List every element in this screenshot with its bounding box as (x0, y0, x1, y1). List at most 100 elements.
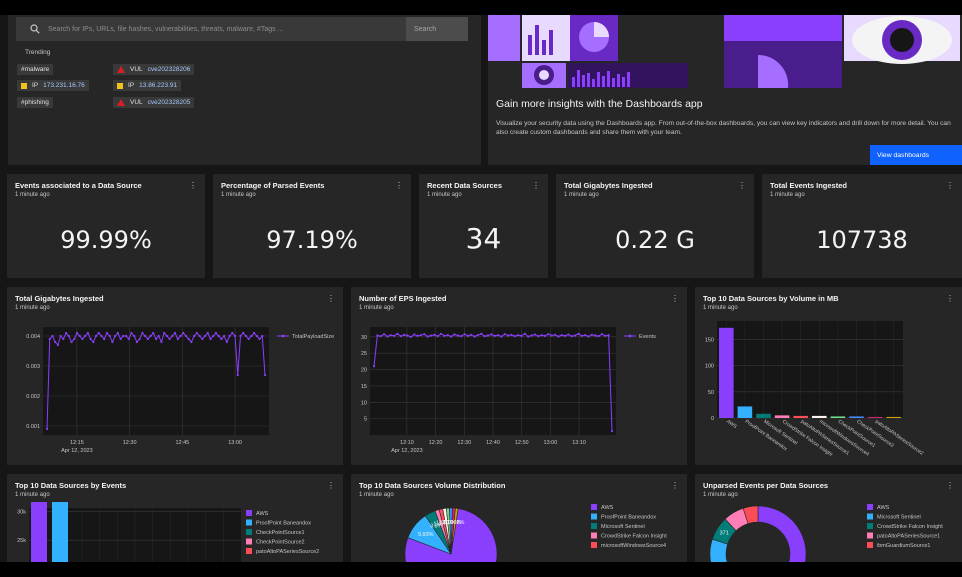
data-point (73, 337, 76, 341)
chart-tile-volume-distribution: Top 10 Data Sources Volume Distribution … (351, 474, 687, 562)
dashboards-promo-tile: Gain more insights with the Dashboards a… (488, 15, 962, 165)
trending-vul-1[interactable]: VUL cve202328206 (113, 64, 195, 75)
legend-label: CrowdStrike Falcon Insight (877, 524, 943, 530)
overflow-menu-icon[interactable]: ⋮ (671, 294, 679, 303)
x-tick-label: 12:15 (70, 440, 84, 446)
data-point (187, 337, 190, 341)
y-tick-label: 10 (361, 400, 367, 406)
trending-ip-1[interactable]: IP 173.231.16.76 (17, 80, 89, 91)
slice-label: 1.47% (433, 521, 449, 527)
x-tick-label: 12:10 (400, 440, 414, 446)
overflow-menu-icon[interactable]: ⋮ (946, 294, 954, 303)
slice-label: 1.1% (443, 520, 456, 526)
data-point (460, 335, 463, 338)
data-point (577, 332, 580, 335)
data-point (144, 334, 147, 338)
data-point (261, 334, 264, 338)
data-point (84, 334, 87, 338)
data-point (389, 334, 392, 337)
chart-updated: 1 minute ago (359, 492, 394, 498)
legend-swatch (246, 510, 252, 516)
data-point (506, 334, 510, 337)
data-point (233, 334, 237, 338)
data-point (406, 334, 409, 337)
trending-label: Trending (25, 49, 51, 56)
data-point (594, 334, 597, 337)
kpi-updated: 1 minute ago (221, 192, 256, 198)
search-input[interactable]: Search for IPs, URLs, file hashes, vulne… (48, 25, 284, 33)
trending-tag-phishing[interactable]: #phishing (17, 97, 53, 108)
data-point (228, 334, 231, 338)
data-point (225, 340, 228, 344)
bar (867, 416, 883, 418)
overflow-menu-icon[interactable]: ⋮ (189, 181, 197, 190)
data-point (160, 340, 163, 344)
data-point (239, 334, 242, 338)
overflow-menu-icon[interactable]: ⋮ (738, 181, 746, 190)
legend-swatch (591, 532, 597, 539)
data-point (483, 335, 486, 338)
data-point (547, 333, 550, 336)
x-tick-label: 12:45 (175, 440, 189, 446)
trending-tag-malware[interactable]: #malware (17, 64, 54, 75)
kpi-tile-parsed-events: Percentage of Parsed Events 1 minute ago… (213, 174, 411, 278)
data-point (520, 334, 523, 337)
data-point (154, 337, 158, 341)
data-point (493, 334, 496, 337)
data-point (212, 334, 215, 338)
overflow-menu-icon[interactable]: ⋮ (946, 181, 954, 190)
overflow-menu-icon[interactable]: ⋮ (532, 181, 540, 190)
kpi-tile-events-associated: Events associated to a Data Source 1 min… (7, 174, 205, 278)
legend-swatch (867, 532, 873, 539)
trending-ip-2[interactable]: IP 13.86.223.91 (113, 80, 182, 91)
pie-slice (404, 508, 498, 562)
trending-vul-2[interactable]: VUL cve202328205 (113, 97, 195, 108)
data-point (403, 333, 406, 336)
legend-swatch (591, 542, 597, 548)
x-tick-label: 12:40 (486, 440, 500, 446)
data-point (590, 333, 593, 336)
pie-slice (742, 505, 759, 524)
overflow-menu-icon[interactable]: ⋮ (946, 481, 954, 490)
data-point (103, 337, 106, 341)
kpi-value: 34 (465, 222, 502, 255)
y-tick-label: 5 (364, 417, 367, 423)
data-point (206, 331, 209, 335)
overflow-menu-icon[interactable]: ⋮ (327, 481, 335, 490)
ip-indicator-icon (117, 82, 123, 89)
data-point (45, 427, 49, 431)
bar (774, 415, 790, 418)
data-point (486, 334, 490, 337)
chart-tile-volume-mb: Top 10 Data Sources by Volume in MB 1 mi… (695, 287, 962, 465)
data-point (108, 334, 111, 338)
overflow-menu-icon[interactable]: ⋮ (395, 181, 403, 190)
y-tick-label: 0.001 (26, 424, 40, 430)
y-tick-label: 0 (711, 416, 714, 422)
chart-title: Top 10 Data Sources by Events (15, 481, 127, 490)
data-point (584, 334, 587, 337)
overflow-menu-icon[interactable]: ⋮ (327, 294, 335, 303)
data-point (179, 334, 182, 338)
kpi-title: Percentage of Parsed Events (221, 181, 325, 190)
legend-swatch (867, 523, 873, 529)
data-point (135, 340, 139, 344)
chart-title: Top 10 Data Sources by Volume in MB (703, 294, 839, 303)
chart-tile-by-events: Top 10 Data Sources by Events 1 minute a… (7, 474, 343, 562)
search-button[interactable]: Search (406, 17, 468, 41)
view-dashboards-button[interactable]: View dashboards (870, 145, 962, 165)
data-point (127, 337, 130, 341)
search-bar[interactable]: Search for IPs, URLs, file hashes, vulne… (16, 17, 468, 41)
data-point (610, 429, 614, 433)
y-tick-label: 15 (361, 384, 367, 390)
legend-swatch (867, 513, 873, 520)
overflow-menu-icon[interactable]: ⋮ (671, 481, 679, 490)
data-point (496, 334, 500, 337)
chart-title: Number of EPS Ingested (359, 294, 447, 303)
pie-slice (757, 505, 807, 562)
pie-chart-volume: 9.93% 3.8%1.47%1.31%1.27%1.1%1.05%1.04%0.… (404, 504, 667, 562)
data-point (543, 334, 547, 337)
kpi-value: 0.22 G (615, 226, 695, 254)
x-tick-label: 12:20 (429, 440, 443, 446)
warning-icon (117, 66, 125, 73)
data-point (100, 334, 103, 338)
